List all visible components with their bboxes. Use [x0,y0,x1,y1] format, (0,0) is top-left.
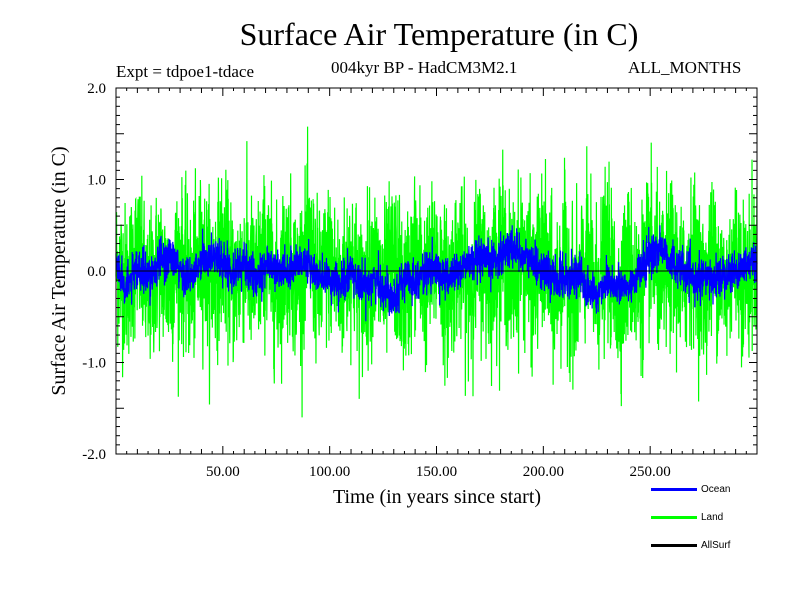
y-axis-label: Surface Air Temperature (in C) [48,146,70,395]
legend-allsurf-label: AllSurf [701,540,731,551]
y-tick-label: 1.0 [87,173,106,189]
x-tick-label: 50.00 [206,464,240,480]
legend-land-line [651,516,697,519]
chart-subtitle: 004kyr BP - HadCM3M2.1 [331,58,518,77]
tick-layer: -2.0 -1.0 0.0 1.0 2.0 50.00 100.00 150.00 200.00… [82,81,757,480]
legend-land-label: Land [701,512,724,523]
ocean-series-layer [115,225,758,322]
x-tick-label: 150.00 [416,464,457,480]
legend-ocean-label: Ocean [701,484,731,495]
y-tick-label: -1.0 [82,356,106,372]
y-tick-label: 0.0 [87,264,106,280]
y-tick-label: 2.0 [87,81,106,97]
x-tick-label: 250.00 [630,464,671,480]
x-tick-label: 200.00 [523,464,564,480]
legend-allsurf-line [651,544,697,547]
x-tick-label: 100.00 [309,464,350,480]
expt-label: Expt = tdpoe1-tdace [116,62,254,81]
ocean-series-line [115,225,758,322]
y-tick-label: -2.0 [82,447,106,463]
x-axis-label: Time (in years since start) [333,486,541,508]
months-label: ALL_MONTHS [628,58,742,77]
chart-title: Surface Air Temperature (in C) [239,16,639,52]
legend-ocean-line [651,488,697,491]
